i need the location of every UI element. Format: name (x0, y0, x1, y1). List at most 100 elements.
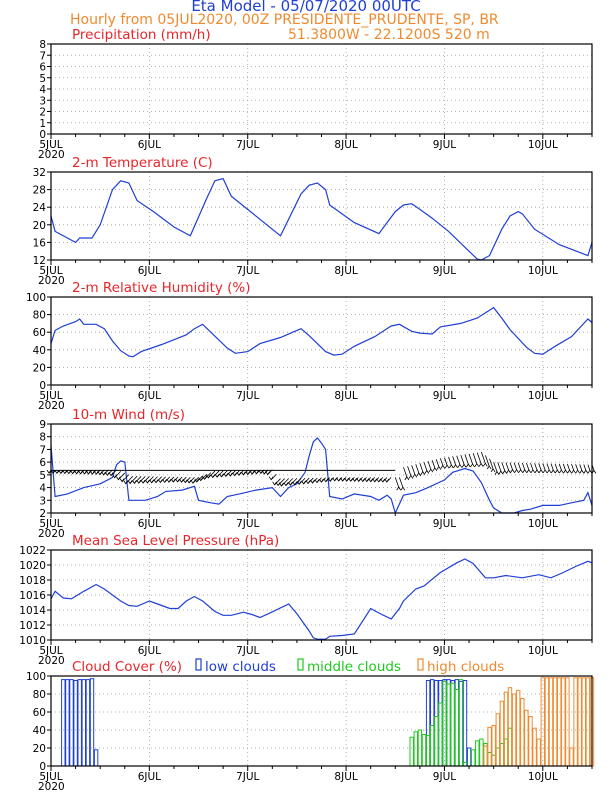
bar-mid (487, 752, 492, 767)
y-tick-label: 1016 (19, 590, 46, 602)
x-tick-label: 6JUL (138, 265, 161, 277)
plot-frame (50, 43, 593, 135)
wind-barb-head (136, 479, 142, 484)
y-tick-label: 24 (33, 202, 47, 214)
y-tick-label: 16 (33, 237, 47, 249)
wind-barb-head (408, 474, 414, 479)
wind-barb-head (550, 469, 556, 474)
wind-barb-head (478, 462, 484, 467)
y-tick-label: 40 (33, 725, 46, 737)
bar-low (89, 678, 95, 767)
wind-barb-head (559, 469, 564, 474)
x-tick-label: 7JUL (236, 139, 259, 151)
y-tick-label: 7 (39, 444, 46, 456)
wind-barb-head (490, 468, 496, 473)
wind-barb-head (412, 473, 418, 478)
wind-barb-head (587, 469, 593, 474)
x-tick-label: 10JUL (528, 139, 558, 151)
bar-high (499, 700, 505, 767)
wind-barb-head (254, 470, 259, 475)
panel-wind (46, 423, 597, 518)
series-line-humidity (50, 306, 593, 358)
bar-low (446, 679, 451, 767)
bar-mid (446, 683, 451, 767)
wind-barb-head (314, 479, 320, 484)
wind-barb (444, 457, 448, 466)
x-tick-label: 6JUL (138, 771, 161, 783)
wind-barb-head (542, 469, 548, 474)
wind-barb-head (227, 472, 233, 477)
chart-title: 2-m Temperature (C) (72, 155, 213, 171)
wind-barb-head (175, 478, 180, 483)
wind-barb-head (305, 480, 311, 485)
wind-barb-head (268, 476, 274, 481)
wind-barb-head (470, 463, 475, 468)
wind-barb-head (522, 469, 528, 473)
y-tick-label: 2 (39, 508, 46, 520)
wind-barb-head (179, 478, 184, 483)
x-tick-label: 9JUL (433, 645, 456, 657)
bar-mid (438, 702, 443, 767)
wind-barb-head (223, 473, 229, 478)
bar-low (430, 679, 435, 767)
wind-barb-head (424, 469, 430, 474)
wind-barb-head (66, 470, 72, 475)
y-tick-label: 0 (39, 129, 46, 141)
wind-barb-head (518, 468, 523, 473)
panel-temp (47, 171, 593, 265)
bar-high (585, 677, 591, 767)
bar-high (495, 713, 501, 767)
wind-barb-head (46, 469, 52, 474)
wind-barb-head (210, 474, 216, 479)
bar-mid (458, 679, 464, 767)
wind-barb-head (153, 479, 159, 484)
bar-low (466, 747, 472, 767)
year-label: 2020 (38, 655, 65, 667)
wind-barb-head (162, 479, 167, 484)
wind-barb-head (510, 468, 515, 473)
x-tick-label: 6JUL (138, 518, 161, 530)
wind-barb-head (186, 479, 192, 484)
chart-title: Mean Sea Level Pressure (hPa) (72, 533, 279, 549)
wind-barb-head (249, 470, 255, 475)
y-tick-label: 5 (39, 73, 46, 85)
wind-barb-head (563, 469, 568, 474)
bar-high (573, 677, 578, 767)
plot-frame (50, 549, 593, 641)
wind-barb-head (530, 469, 536, 474)
wind-barb (534, 463, 538, 470)
panel-pressure (47, 549, 593, 645)
bar-mid (475, 740, 480, 767)
bar-low (454, 679, 460, 767)
wind-barb-head (502, 469, 508, 474)
legend-swatch (297, 658, 304, 671)
chart-title: 2-m Relative Humidity (%) (72, 280, 251, 296)
wind-barb-head (526, 469, 532, 474)
bar-mid (454, 689, 460, 767)
wind-barb (587, 464, 591, 471)
wind-barb-head (292, 481, 298, 486)
wind-barb-head (360, 478, 366, 483)
panel-precip (47, 43, 593, 139)
wind-barb-head (119, 478, 125, 483)
wind-barb-head (78, 470, 83, 475)
bar-mid (430, 725, 435, 767)
chart-title: Cloud Cover (%) (72, 659, 182, 675)
y-tick-label: 7 (39, 50, 46, 62)
wind-barb-head (112, 474, 118, 479)
wind-barb-head (116, 476, 121, 481)
bar-low (462, 680, 468, 767)
x-tick-label: 8JUL (334, 265, 357, 277)
wind-barb-head (132, 480, 137, 485)
wind-barb-head (368, 478, 374, 483)
bar-high (569, 747, 574, 767)
wind-barb (485, 455, 490, 467)
chart-title: Precipitation (mm/h) (72, 27, 211, 43)
bar-low (438, 680, 443, 767)
wind-barb (476, 452, 482, 464)
x-tick-label: 5JUL (39, 265, 62, 277)
wind-barb (394, 477, 400, 488)
wind-barb (558, 463, 562, 471)
x-tick-label: 7JUL (236, 645, 259, 657)
